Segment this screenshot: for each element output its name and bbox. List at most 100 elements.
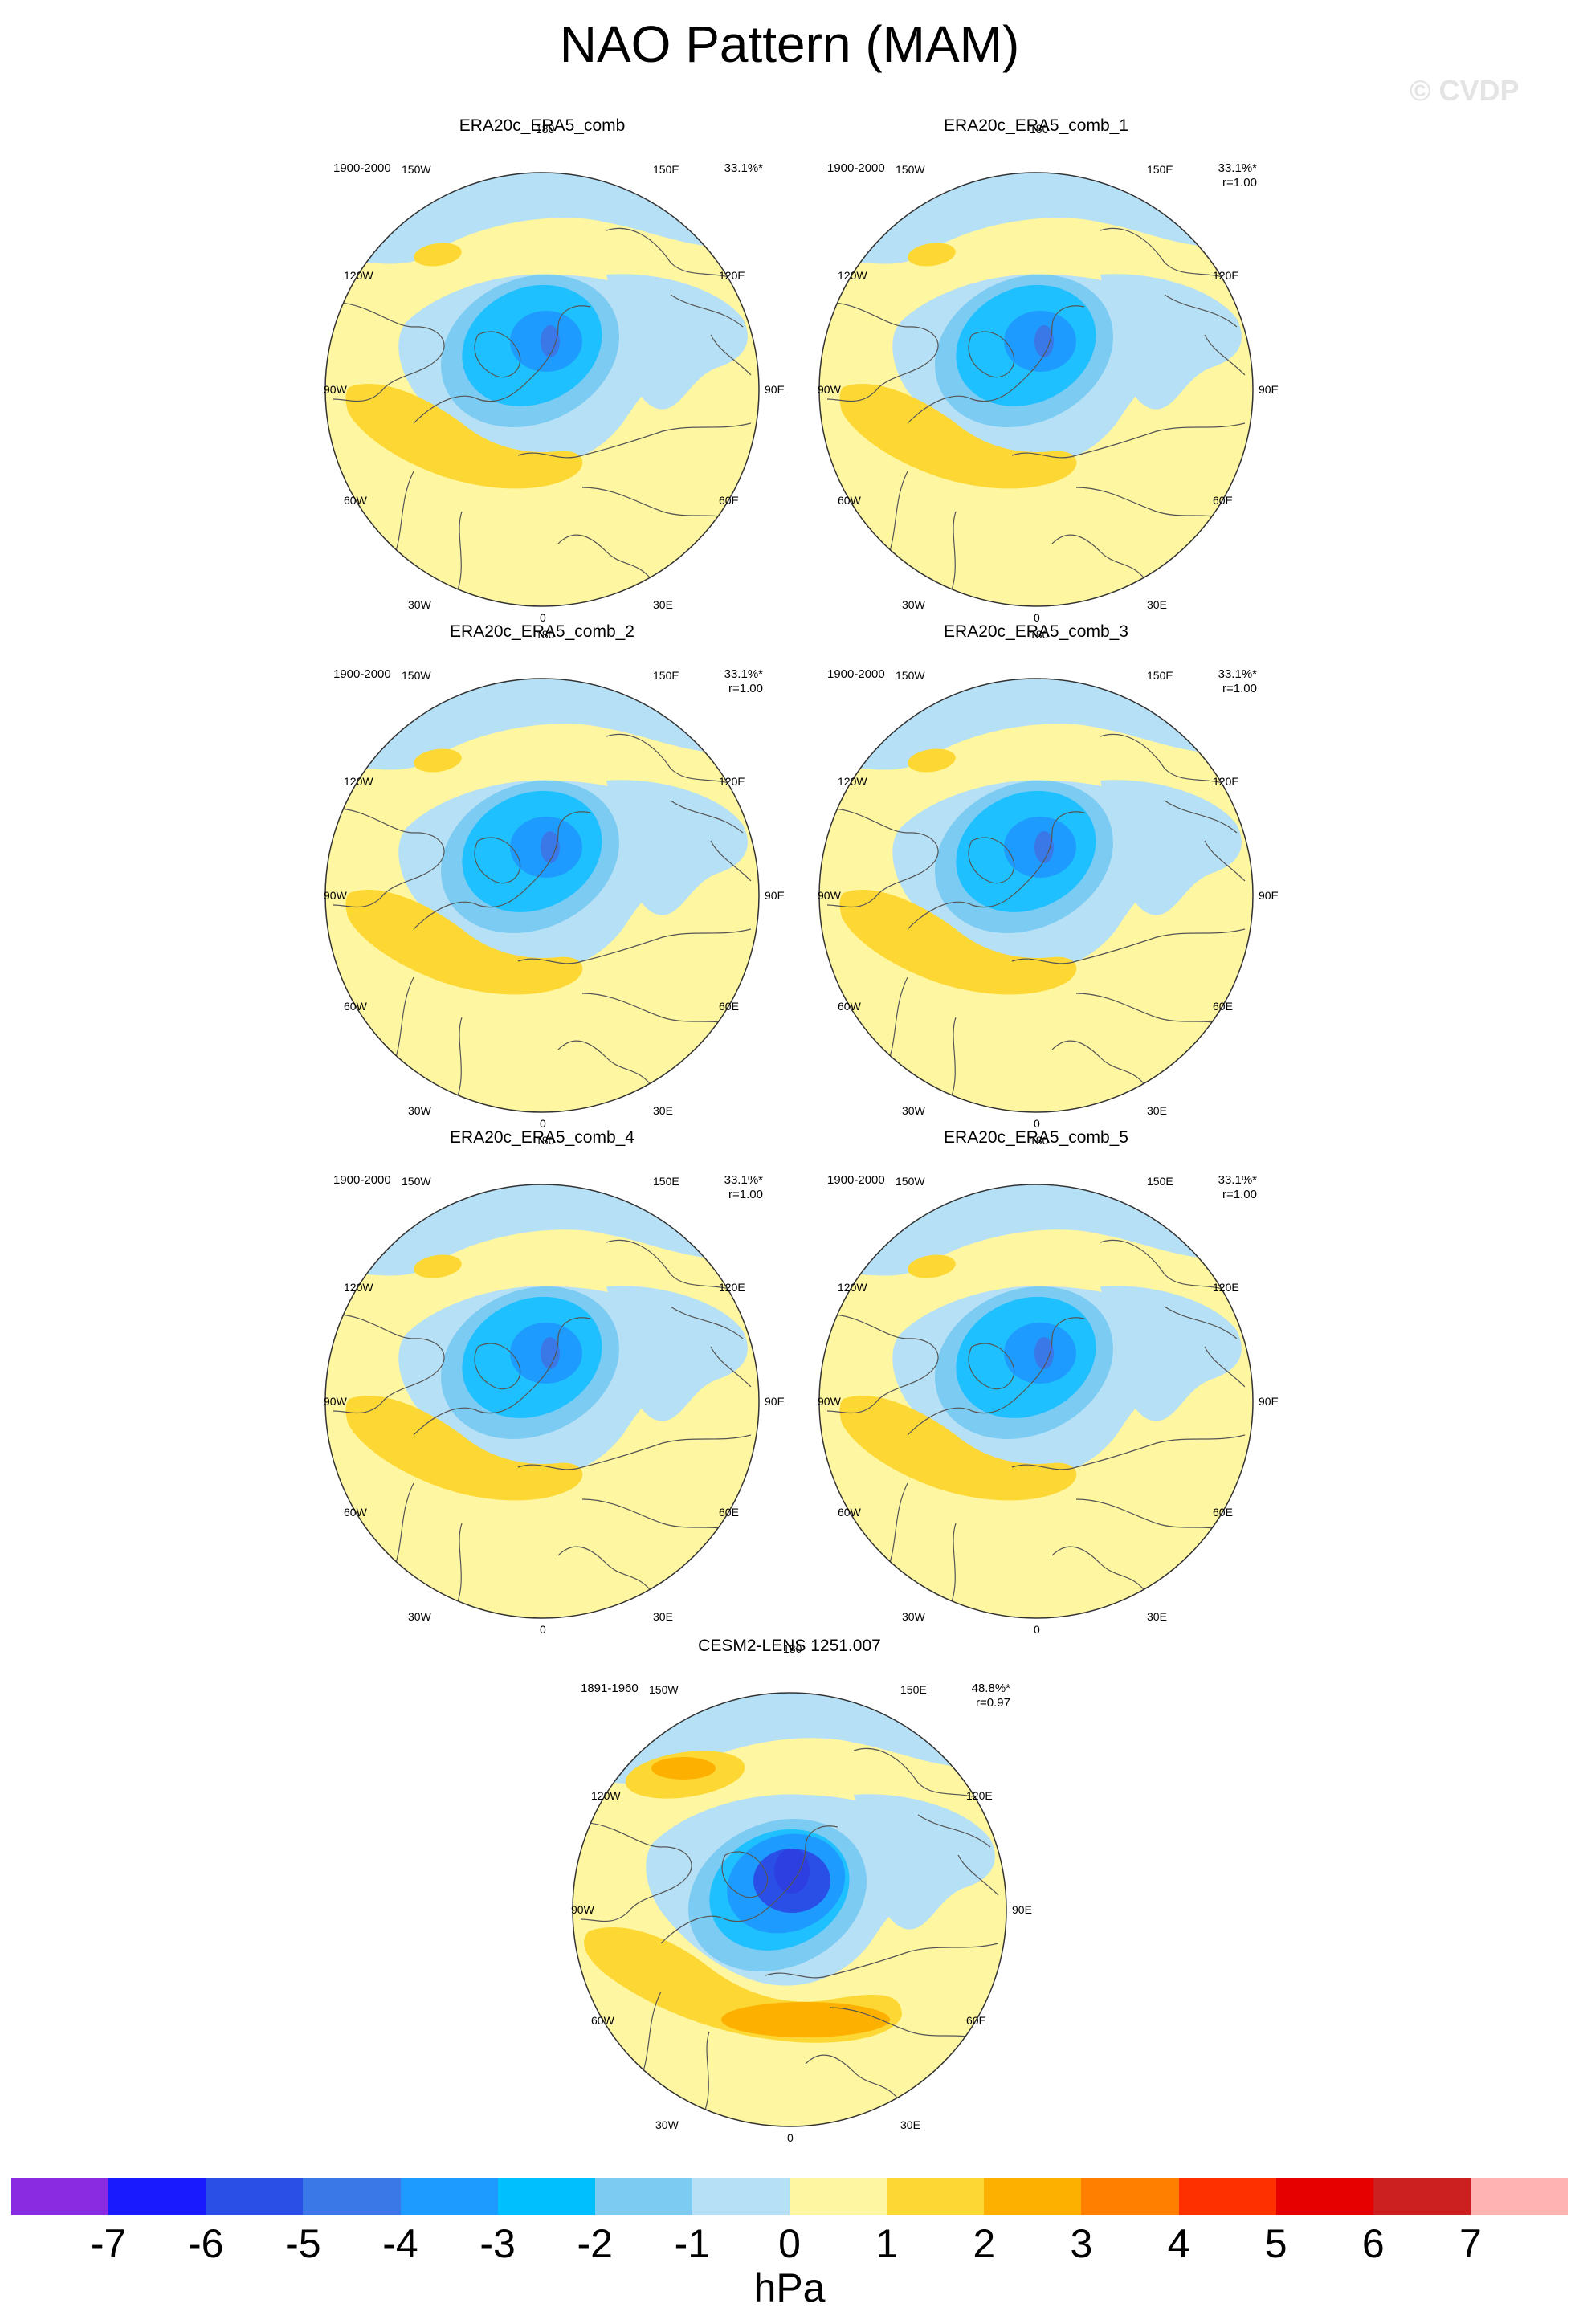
colorbar	[11, 2178, 1568, 2215]
colorbar-tick-label: 6	[1341, 2220, 1406, 2267]
lon-label-180: 180	[536, 628, 554, 641]
lon-label-120e: 120E	[719, 775, 745, 788]
lon-label-30e: 30E	[653, 1610, 673, 1623]
lon-label-150e: 150E	[653, 669, 679, 682]
lon-label-30e: 30E	[1147, 598, 1167, 611]
period-label: 1900-2000	[333, 667, 391, 681]
lon-label-30w: 30W	[408, 598, 431, 611]
map-panel: ERA20c_ERA5_comb 180 0 90W 90E 150W 120W 60W 30W…	[317, 116, 767, 614]
lon-label-0: 0	[787, 2131, 794, 2144]
lon-label-90w: 90W	[818, 889, 841, 902]
colorbar-tick-label: 1	[855, 2220, 919, 2267]
lon-label-180: 180	[536, 122, 554, 135]
lon-label-120e: 120E	[719, 1281, 745, 1294]
lon-label-90w: 90W	[324, 383, 347, 396]
lon-label-180: 180	[1030, 1134, 1048, 1147]
lon-label-30e: 30E	[653, 598, 673, 611]
lon-label-120w: 120W	[344, 775, 373, 788]
lon-label-60e: 60E	[719, 1506, 739, 1519]
colorbar-tick-label: -2	[563, 2220, 627, 2267]
lon-label-60e: 60E	[1213, 1506, 1233, 1519]
map-panel: ERA20c_ERA5_comb_5 180 0 90W 90E 150W 120W 60W 3…	[811, 1128, 1261, 1626]
lon-label-150w: 150W	[896, 1175, 925, 1188]
colorbar-swatch	[1276, 2178, 1373, 2215]
colorbar-tick-label: -3	[466, 2220, 530, 2267]
period-label: 1891-1960	[581, 1682, 639, 1695]
colorbar-tick-label: 3	[1049, 2220, 1113, 2267]
colorbar-units: hPa	[0, 2265, 1579, 2311]
lon-label-150e: 150E	[1147, 1175, 1173, 1188]
period-label: 1900-2000	[827, 1173, 885, 1187]
variance-percent: 33.1%*	[1177, 1173, 1257, 1187]
colorbar-swatch	[1471, 2178, 1568, 2215]
lon-label-180: 180	[783, 1642, 802, 1655]
colorbar-swatch	[11, 2178, 108, 2215]
lon-label-120e: 120E	[966, 1789, 993, 1802]
variance-percent: 33.1%*	[683, 667, 763, 681]
colorbar-tick-label: -5	[271, 2220, 335, 2267]
colorbar-swatch	[1373, 2178, 1471, 2215]
colorbar-swatch	[498, 2178, 595, 2215]
colorbar-swatch	[595, 2178, 692, 2215]
lon-label-90e: 90E	[765, 383, 785, 396]
lon-label-90e: 90E	[765, 889, 785, 902]
lon-label-180: 180	[1030, 122, 1048, 135]
lon-label-30w: 30W	[408, 1104, 431, 1117]
lon-label-150e: 150E	[1147, 669, 1173, 682]
colorbar-tick-label: -6	[173, 2220, 238, 2267]
colorbar-swatch	[1081, 2178, 1178, 2215]
lon-label-30e: 30E	[1147, 1104, 1167, 1117]
lon-label-60w: 60W	[344, 494, 367, 507]
lon-label-150w: 150W	[896, 163, 925, 176]
colorbar-swatch	[303, 2178, 400, 2215]
pattern-correlation: r=1.00	[1177, 682, 1257, 695]
variance-percent: 33.1%*	[1177, 667, 1257, 681]
lon-label-60e: 60E	[1213, 1000, 1233, 1013]
colorbar-swatch	[401, 2178, 498, 2215]
lon-label-180: 180	[1030, 628, 1048, 641]
lon-label-30w: 30W	[902, 1610, 925, 1623]
map-panel: ERA20c_ERA5_comb_1 180 0 90W 90E 150W 120W 60W 3…	[811, 116, 1261, 614]
polar-map	[811, 1146, 1261, 1628]
colorbar-tick-label: -7	[76, 2220, 141, 2267]
lon-label-90w: 90W	[818, 383, 841, 396]
lon-label-60e: 60E	[1213, 494, 1233, 507]
colorbar-swatch	[108, 2178, 206, 2215]
pattern-correlation: r=1.00	[683, 1188, 763, 1201]
colorbar-swatch	[1179, 2178, 1276, 2215]
colorbar-swatch	[206, 2178, 303, 2215]
lon-label-60w: 60W	[838, 494, 861, 507]
figure-title: NAO Pattern (MAM)	[0, 14, 1579, 74]
lon-label-120e: 120E	[719, 269, 745, 282]
variance-percent: 33.1%*	[683, 1173, 763, 1187]
lon-label-90e: 90E	[765, 1395, 785, 1408]
lon-label-90w: 90W	[324, 889, 347, 902]
lon-label-150e: 150E	[900, 1683, 927, 1696]
lon-label-60e: 60E	[966, 2014, 986, 2027]
colorbar-tick-label: 4	[1147, 2220, 1211, 2267]
period-label: 1900-2000	[827, 667, 885, 681]
lon-label-30e: 30E	[900, 2118, 920, 2131]
lon-label-150w: 150W	[402, 669, 431, 682]
lon-label-150w: 150W	[896, 669, 925, 682]
polar-map	[317, 640, 767, 1122]
lon-label-60w: 60W	[344, 1506, 367, 1519]
lon-label-90w: 90W	[571, 1903, 594, 1916]
lon-label-90e: 90E	[1259, 1395, 1279, 1408]
lon-label-120w: 120W	[838, 1281, 867, 1294]
colorbar-tick-label: 7	[1438, 2220, 1503, 2267]
colorbar-swatch	[887, 2178, 984, 2215]
lon-label-120w: 120W	[591, 1789, 621, 1802]
lon-label-90e: 90E	[1259, 889, 1279, 902]
colorbar-swatch	[790, 2178, 887, 2215]
lon-label-150w: 150W	[402, 1175, 431, 1188]
lon-label-90e: 90E	[1012, 1903, 1032, 1916]
lon-label-0: 0	[1034, 1623, 1040, 1636]
lon-label-60w: 60W	[344, 1000, 367, 1013]
colorbar-tick-label: -4	[369, 2220, 433, 2267]
lon-label-60e: 60E	[719, 1000, 739, 1013]
watermark: © CVDP	[1410, 74, 1520, 108]
map-panel: ERA20c_ERA5_comb_3 180 0 90W 90E 150W 120W 60W 3…	[811, 622, 1261, 1120]
lon-label-90w: 90W	[324, 1395, 347, 1408]
colorbar-tick-label: 2	[952, 2220, 1016, 2267]
